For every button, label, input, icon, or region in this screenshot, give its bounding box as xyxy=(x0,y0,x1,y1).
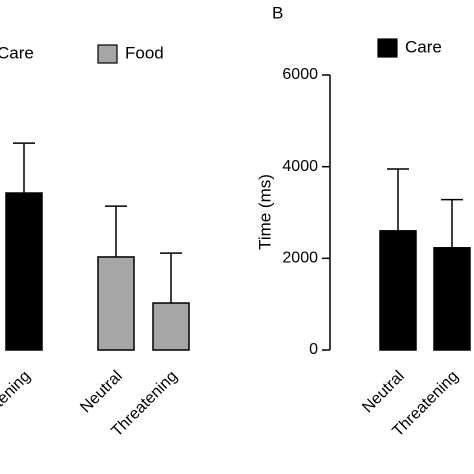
legend-swatch xyxy=(97,44,118,64)
panel-label: B xyxy=(272,3,283,22)
x-tick-label: Neutral xyxy=(359,368,408,417)
x-tick-label: Threatening xyxy=(0,368,34,440)
legend-swatch xyxy=(377,38,398,58)
y-tick-label: 6000 xyxy=(282,66,318,83)
legend-label: Care xyxy=(405,37,442,56)
bar xyxy=(97,256,135,351)
y-tick-label: 0 xyxy=(309,341,318,358)
y-tick-label: 4000 xyxy=(282,158,318,175)
bar xyxy=(433,247,471,351)
x-tick-label: Neutral xyxy=(77,368,126,417)
bar xyxy=(152,302,190,351)
y-tick-label: 2000 xyxy=(282,250,318,267)
legend-label: Care xyxy=(0,43,34,62)
legend-label: Food xyxy=(125,43,164,62)
bar xyxy=(5,192,43,351)
y-axis-label: Time (ms) xyxy=(255,174,274,250)
bar xyxy=(379,230,417,351)
